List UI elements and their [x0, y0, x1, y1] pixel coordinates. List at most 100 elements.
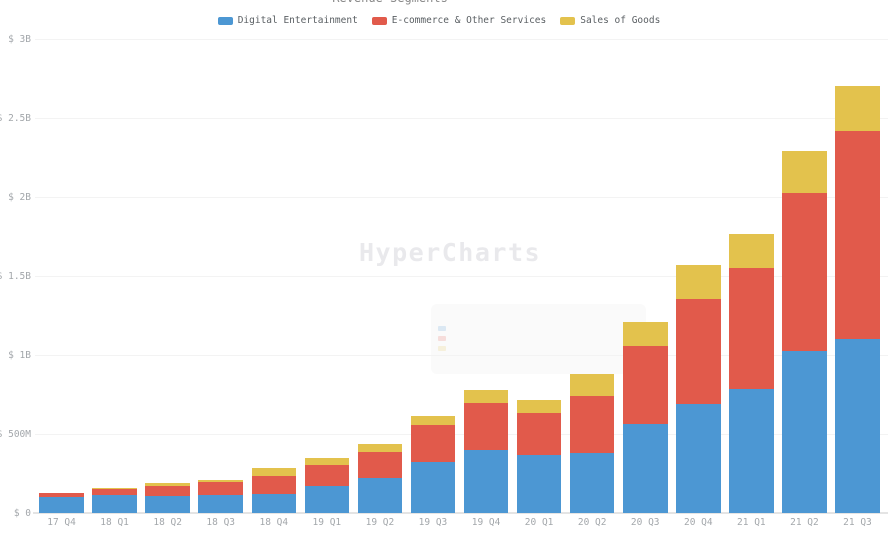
bar-segment-sales-of-goods[interactable] — [569, 374, 615, 396]
bar-slot-19-q2 — [353, 39, 406, 513]
legend-item-e-commerce-other-services[interactable]: E-commerce & Other Services — [371, 15, 547, 26]
bar-slot-17-q4 — [35, 39, 88, 513]
bar-segment-digital-entertainment[interactable] — [251, 493, 297, 513]
x-tick-label: 21 Q1 — [737, 517, 766, 528]
bar-segment-digital-entertainment[interactable] — [516, 455, 562, 513]
bar-segment-e-commerce-other-services[interactable] — [569, 395, 615, 454]
bar-slot-21-q3 — [831, 39, 884, 513]
bar-stack-18-q2 — [145, 483, 190, 513]
bar-segment-digital-entertainment[interactable] — [357, 477, 403, 513]
bar-segment-sales-of-goods[interactable] — [92, 487, 137, 489]
x-tick-label: 18 Q4 — [259, 517, 289, 528]
bar-stack-20-q4 — [676, 264, 721, 513]
bar-segment-digital-entertainment[interactable] — [622, 423, 668, 513]
bar-segment-digital-entertainment[interactable] — [782, 350, 827, 513]
bar-stack-17-q4 — [39, 493, 84, 513]
chart-title: Revenue Segments — [332, 0, 448, 5]
x-tick-label: 20 Q3 — [630, 517, 660, 528]
legend: Digital Entertainment E-commerce & Other … — [0, 15, 883, 26]
bar-slot-18-q1 — [88, 39, 141, 513]
bar-segment-sales-of-goods[interactable] — [782, 150, 827, 193]
x-axis: 17 Q4 18 Q1 18 Q2 18 Q3 18 Q4 19 Q1 19 Q2 19 Q3… — [35, 517, 884, 528]
bar-segment-sales-of-goods[interactable] — [729, 234, 774, 268]
bar-segment-digital-entertainment[interactable] — [304, 485, 350, 513]
bar-slot-20-q1 — [513, 39, 566, 513]
bar-segment-sales-of-goods[interactable] — [622, 321, 668, 346]
bar-slot-20-q4 — [672, 39, 725, 513]
y-tick-label: $ 0 — [13, 508, 31, 519]
bar-segment-e-commerce-other-services[interactable] — [516, 412, 562, 456]
gridline-500m — [35, 434, 888, 435]
bar-segment-e-commerce-other-services[interactable] — [92, 489, 137, 495]
legend-color-chip-icon — [560, 16, 576, 25]
bar-segment-digital-entertainment[interactable] — [463, 449, 509, 513]
bar-stack-21-q3 — [835, 85, 880, 513]
tooltip-chip-blue-icon — [438, 326, 446, 331]
bar-slot-19-q1 — [300, 39, 353, 513]
bar-stack-18-q1 — [92, 487, 137, 513]
y-tick-label: $ 500M — [0, 429, 31, 440]
bar-segment-digital-entertainment[interactable] — [39, 497, 84, 513]
bar-segment-sales-of-goods[interactable] — [516, 400, 562, 413]
bar-segment-e-commerce-other-services[interactable] — [729, 267, 774, 390]
bar-segment-e-commerce-other-services[interactable] — [410, 425, 456, 462]
bar-segment-sales-of-goods[interactable] — [676, 264, 721, 300]
x-tick-label: 19 Q1 — [312, 517, 342, 528]
legend-item-label: E-commerce & Other Services — [391, 15, 547, 26]
bar-segment-e-commerce-other-services[interactable] — [782, 192, 827, 351]
bar-slot-18-q2 — [141, 39, 194, 513]
x-tick-label: 19 Q3 — [418, 517, 448, 528]
bar-segment-sales-of-goods[interactable] — [357, 444, 403, 452]
bar-segment-e-commerce-other-services[interactable] — [676, 299, 721, 404]
legend-item-digital-entertainment[interactable]: Digital Entertainment — [217, 15, 358, 26]
tooltip-chip-red-icon — [438, 336, 446, 341]
bar-segment-e-commerce-other-services[interactable] — [39, 493, 84, 498]
bar-segment-e-commerce-other-services[interactable] — [357, 451, 403, 478]
bar-segment-e-commerce-other-services[interactable] — [463, 403, 509, 450]
bar-segment-digital-entertainment[interactable] — [835, 339, 880, 513]
tooltip-chip-yellow-icon — [438, 346, 446, 351]
bar-segment-digital-entertainment[interactable] — [410, 461, 456, 513]
gridline-3b — [35, 39, 888, 40]
bar-segment-sales-of-goods[interactable] — [410, 416, 456, 425]
bar-segment-sales-of-goods[interactable] — [145, 483, 190, 487]
bar-segment-sales-of-goods[interactable] — [304, 457, 350, 465]
x-tick-label: 20 Q2 — [577, 517, 607, 528]
legend-item-sales-of-goods[interactable]: Sales of Goods — [560, 15, 660, 26]
bar-segment-digital-entertainment[interactable] — [198, 495, 243, 513]
bar-segment-digital-entertainment[interactable] — [729, 389, 774, 513]
bar-stack-18-q4 — [251, 468, 297, 513]
bar-segment-e-commerce-other-services[interactable] — [622, 346, 668, 424]
bar-slot-19-q3 — [406, 39, 459, 513]
bar-stack-20-q2 — [569, 374, 615, 513]
bar-stack-18-q3 — [198, 480, 243, 513]
bar-stack-21-q2 — [782, 150, 827, 513]
bar-segment-sales-of-goods[interactable] — [198, 480, 243, 483]
gridline-2-5b — [35, 118, 888, 119]
bar-segment-sales-of-goods[interactable] — [251, 468, 297, 476]
bar-segment-e-commerce-other-services[interactable] — [145, 486, 190, 496]
bar-stack-19-q4 — [463, 390, 509, 513]
x-tick-label: 19 Q2 — [365, 517, 395, 528]
bar-slot-20-q2 — [566, 39, 619, 513]
bar-segment-digital-entertainment[interactable] — [676, 403, 721, 513]
y-tick-label: $ 3B — [8, 34, 31, 45]
bar-segment-e-commerce-other-services[interactable] — [251, 475, 297, 494]
bar-segment-e-commerce-other-services[interactable] — [304, 464, 350, 486]
bar-segment-digital-entertainment[interactable] — [92, 495, 137, 513]
x-tick-label: 17 Q4 — [47, 517, 76, 528]
y-tick-label: $ 1B — [8, 350, 31, 361]
gridline-1b — [35, 355, 888, 356]
bar-slot-18-q3 — [194, 39, 247, 513]
bar-slot-21-q1 — [725, 39, 778, 513]
bar-segment-e-commerce-other-services[interactable] — [198, 482, 243, 495]
bar-segment-digital-entertainment[interactable] — [145, 495, 190, 513]
bar-segment-digital-entertainment[interactable] — [569, 453, 615, 513]
x-axis-line — [33, 512, 888, 514]
x-tick-label: 21 Q3 — [843, 517, 872, 528]
legend-color-chip-icon — [371, 16, 387, 25]
bar-segment-e-commerce-other-services[interactable] — [835, 130, 880, 340]
bar-segment-sales-of-goods[interactable] — [835, 85, 880, 131]
bar-segment-sales-of-goods[interactable] — [463, 390, 509, 404]
